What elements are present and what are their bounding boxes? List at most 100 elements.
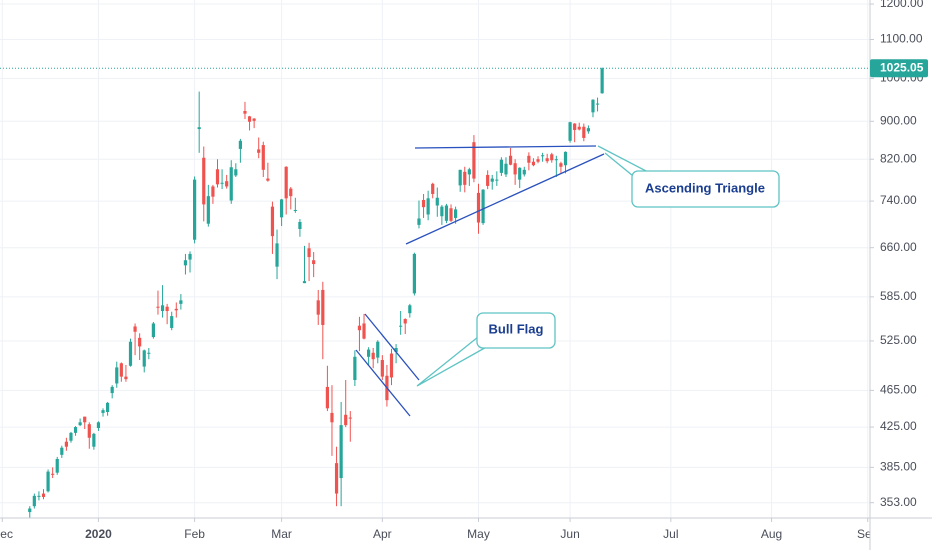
candle-body (60, 447, 64, 455)
candle-body (160, 305, 165, 312)
candle-body (128, 341, 133, 366)
candle-body (380, 360, 384, 377)
candle-body (174, 308, 178, 311)
candle-body (51, 473, 55, 475)
candle-body (504, 163, 508, 175)
x-axis: Dec2020FebMarAprMayJunJulAugSep (0, 518, 879, 541)
candle-body (435, 197, 439, 206)
candle-body (229, 167, 233, 201)
candle-body (545, 158, 549, 162)
y-tick-label: 585.00 (880, 289, 917, 303)
candle-body (32, 495, 36, 507)
candle-body (46, 471, 50, 492)
candle-body (421, 199, 426, 208)
trend-line (414, 145, 597, 149)
callout-text: Bull Flag (489, 321, 544, 336)
candle-body (247, 116, 252, 122)
candle-body (266, 178, 270, 181)
y-tick-label: 465.00 (880, 383, 917, 397)
candle-body (142, 350, 146, 367)
candle-body (554, 159, 558, 161)
candle-body (325, 386, 329, 409)
candle-body (280, 199, 284, 218)
candle-body (298, 221, 302, 229)
candle-body (202, 157, 206, 205)
candle-body (454, 209, 458, 218)
candle-body (106, 402, 110, 413)
callout-pointer (416, 336, 491, 387)
candle-body (573, 123, 577, 130)
candle-body (257, 149, 261, 153)
candle-body (344, 414, 348, 426)
candle-body (73, 427, 78, 433)
candles (0, 67, 870, 518)
candle-body (156, 306, 160, 308)
candle-body (197, 127, 201, 130)
candle-body (275, 243, 279, 267)
y-tick-label: 1100.00 (880, 32, 923, 46)
candle-body (261, 145, 265, 170)
candle-body (531, 161, 536, 166)
candle-body (96, 422, 101, 429)
candle-body (568, 122, 572, 141)
candle-body (211, 186, 215, 197)
candle-body (518, 167, 522, 180)
callout: Bull Flag (416, 312, 556, 387)
candle-body (513, 163, 517, 175)
candle-body (101, 410, 105, 413)
candle-body (302, 281, 307, 284)
y-tick-label: 1200.00 (880, 0, 924, 10)
candle-body (467, 169, 471, 175)
candle-body (64, 441, 68, 447)
x-tick-label: Jun (560, 527, 579, 541)
candle-body (252, 118, 256, 121)
candle-body (110, 386, 114, 394)
candle-body (179, 300, 183, 304)
candle-body (289, 188, 293, 197)
candle-body (334, 463, 339, 494)
candle-body (486, 174, 490, 186)
candle-body (234, 169, 238, 176)
candle-body (389, 353, 394, 378)
x-tick-label: 2020 (85, 527, 112, 541)
candle-body (183, 260, 188, 266)
candle-body (403, 319, 407, 324)
trend-line (355, 349, 411, 417)
grid (0, 0, 870, 518)
candle-body (600, 68, 604, 94)
candle-body (339, 425, 343, 479)
candle-body (28, 508, 32, 513)
y-tick-label: 425.00 (880, 419, 917, 433)
candle-body (449, 208, 453, 221)
y-tick-label: 385.00 (880, 460, 917, 474)
candle-body (87, 424, 91, 438)
candle-body (193, 179, 197, 240)
candle-body (550, 154, 554, 161)
candle-body (476, 192, 481, 223)
candle-body (357, 325, 362, 331)
candle-body (115, 367, 119, 384)
candle-body (417, 218, 421, 225)
trend-line (364, 313, 420, 381)
candle-body (138, 337, 142, 347)
candle-body (293, 209, 297, 211)
callout: Ascending Triangle (597, 145, 780, 208)
candle-body (170, 316, 174, 328)
candle-body (362, 323, 366, 339)
candle-body (508, 155, 513, 165)
candle-body (206, 196, 210, 224)
candle-body (412, 253, 416, 294)
candle-body (124, 376, 128, 380)
candle-body (37, 495, 41, 497)
candle-body (582, 126, 586, 138)
candle-body (499, 159, 503, 173)
callout-box (476, 312, 556, 349)
candle-body (522, 169, 526, 175)
drawings (355, 145, 605, 417)
candle-body (563, 151, 568, 166)
candle-body (151, 323, 155, 338)
candle-body (559, 163, 563, 167)
candle-body (215, 169, 220, 185)
